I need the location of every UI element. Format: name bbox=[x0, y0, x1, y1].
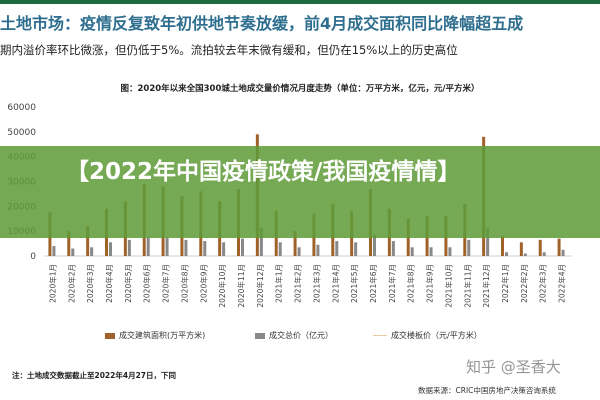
x-tick-label: 2020年2月 bbox=[66, 264, 76, 303]
bar-area bbox=[519, 242, 523, 256]
chart-title: 图：2020年以来全国300城土地成交量价情况月度走势（单位：万平方米，亿元，元… bbox=[120, 84, 480, 94]
legend-swatch-area bbox=[105, 332, 115, 339]
bar-total-price bbox=[373, 234, 376, 256]
x-tick-label: 2021年10月 bbox=[443, 264, 453, 308]
bar-area bbox=[538, 239, 542, 256]
bar-total-price bbox=[561, 249, 565, 256]
x-tick-label: 2021年4月 bbox=[330, 264, 340, 303]
bar-total-price bbox=[467, 239, 471, 256]
bar-total-price bbox=[297, 247, 301, 256]
bar-area bbox=[557, 238, 561, 256]
legend-item-total: 成交总价（亿元） bbox=[255, 330, 333, 341]
x-tick-label: 2022年3月 bbox=[538, 264, 548, 303]
footnote: 注：土地成交数据截止至2022年4月27日，下同 bbox=[12, 371, 177, 380]
x-tick-label: 2020年11月 bbox=[236, 264, 246, 308]
x-tick-label: 2022年1月 bbox=[500, 264, 510, 303]
zhihu-watermark: 知乎 @圣香大 bbox=[466, 358, 561, 376]
bar-total-price bbox=[523, 253, 527, 256]
bar-total-price bbox=[109, 242, 112, 256]
x-tick-label: 2021年1月 bbox=[274, 264, 284, 303]
x-tick-label: 2020年9月 bbox=[198, 264, 208, 303]
x-tick-label: 2020年7月 bbox=[161, 264, 171, 303]
legend-item-area: 成交建筑面积(万平方米) bbox=[105, 330, 205, 341]
x-tick-label: 2021年8月 bbox=[406, 264, 416, 303]
chart-legend: 成交建筑面积(万平方米) 成交总价（亿元） 成交楼板价（元/平方米） bbox=[105, 330, 505, 344]
bar-total-price bbox=[259, 227, 263, 256]
x-tick-label: 2020年8月 bbox=[179, 264, 189, 303]
x-tick-label: 2022年4月 bbox=[557, 264, 567, 303]
legend-label-area: 成交建筑面积(万平方米) bbox=[119, 331, 206, 340]
x-tick-label: 2021年11月 bbox=[462, 264, 472, 308]
bar-total-price bbox=[184, 239, 188, 256]
bar-total-price bbox=[278, 242, 282, 256]
legend-item-price: 成交楼板价（元/平方米） bbox=[373, 330, 482, 341]
y-tick-label: 50000 bbox=[7, 128, 36, 138]
article-title-text[interactable]: 【2022年中国疫情政策/我国疫情情】 bbox=[66, 159, 461, 185]
bar-total-price bbox=[241, 238, 244, 256]
slide-headline: 土地市场：疫情反复致年初供地节奏放缓，前4月成交面积同比降幅超五成 bbox=[0, 14, 524, 32]
legend-swatch-total bbox=[255, 332, 265, 339]
x-tick-label: 2020年12月 bbox=[255, 264, 265, 308]
bar-total-price bbox=[71, 248, 75, 256]
bar-total-price bbox=[127, 239, 131, 256]
bar-total-price bbox=[505, 252, 508, 256]
x-tick-label: 2020年10月 bbox=[217, 264, 227, 308]
x-tick-label: 2020年4月 bbox=[104, 264, 114, 303]
bar-total-price bbox=[391, 241, 395, 256]
bar-total-price bbox=[410, 247, 414, 256]
slide-subheadline: 期内溢价率环比微涨，但仍低于5%。流拍较去年末微有缓和，但仍在15%以上的历史高… bbox=[0, 43, 458, 57]
bar-total-price bbox=[335, 241, 339, 256]
bar-area bbox=[293, 231, 297, 256]
x-tick-label: 2021年6月 bbox=[368, 264, 378, 303]
x-tick-label: 2021年3月 bbox=[311, 264, 321, 303]
y-tick-label: 0 bbox=[30, 252, 36, 262]
bar-total-price bbox=[542, 252, 546, 256]
x-tick-label: 2021年9月 bbox=[425, 264, 435, 303]
legend-swatch-price bbox=[373, 335, 387, 336]
bar-total-price bbox=[429, 247, 433, 256]
x-tick-label: 2021年12月 bbox=[481, 264, 491, 308]
bar-total-price bbox=[165, 237, 169, 256]
legend-label-price: 成交楼板价（元/平方米） bbox=[391, 331, 482, 340]
legend-label-total: 成交总价（亿元） bbox=[269, 331, 333, 340]
bar-total-price bbox=[448, 247, 452, 256]
x-tick-label: 2020年6月 bbox=[142, 264, 152, 303]
x-tick-label: 2022年2月 bbox=[519, 264, 529, 303]
bar-total-price bbox=[52, 246, 56, 256]
x-tick-label: 2021年7月 bbox=[387, 264, 397, 303]
x-tick-label: 2021年5月 bbox=[349, 264, 359, 303]
x-tick-label: 2021年2月 bbox=[293, 264, 303, 303]
data-source: 数据来源：CRIC中国房地产决策咨询系统 bbox=[418, 386, 556, 395]
bar-area bbox=[86, 226, 90, 256]
bar-total-price bbox=[146, 237, 150, 256]
top-accent-bar bbox=[0, 0, 600, 4]
bar-total-price bbox=[222, 242, 226, 256]
x-tick-label: 2020年1月 bbox=[47, 264, 57, 303]
article-title-banner[interactable]: 【2022年中国疫情政策/我国疫情情】 bbox=[0, 146, 600, 238]
x-tick-label: 2020年5月 bbox=[123, 264, 133, 303]
bar-total-price bbox=[486, 227, 490, 256]
bar-total-price bbox=[316, 244, 320, 256]
y-tick-label: 60000 bbox=[7, 103, 36, 113]
bar-area bbox=[501, 236, 504, 256]
x-tick-label: 2020年3月 bbox=[85, 264, 95, 303]
bar-total-price bbox=[203, 241, 207, 256]
bar-total-price bbox=[90, 247, 94, 256]
bar-area bbox=[67, 231, 71, 256]
bar-total-price bbox=[354, 242, 358, 256]
